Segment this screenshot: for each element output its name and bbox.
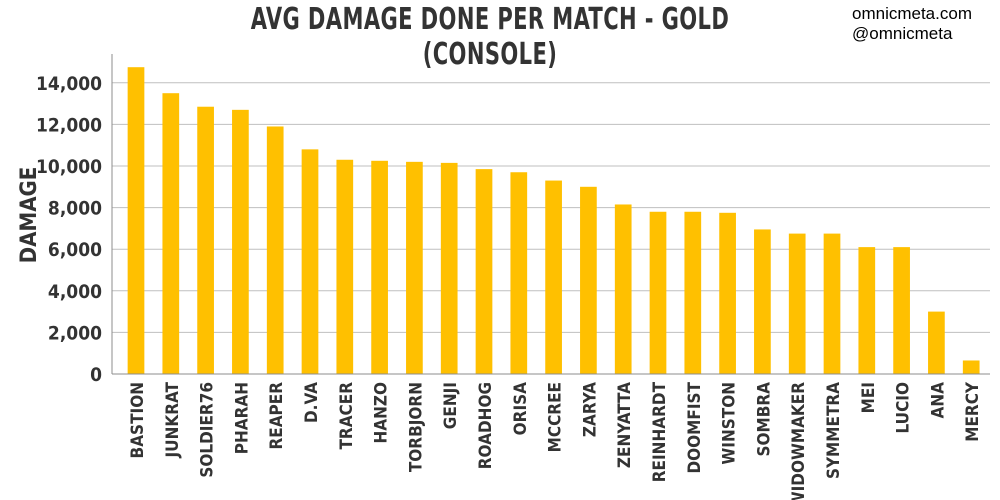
bar bbox=[266, 126, 284, 374]
y-tick-label: 14,000 bbox=[36, 73, 102, 95]
x-tick-label: SOMBRA bbox=[754, 382, 774, 457]
bar bbox=[197, 106, 214, 374]
x-tick-label: PHARAH bbox=[232, 382, 252, 454]
y-tick-label: 10,000 bbox=[36, 156, 102, 178]
bar bbox=[788, 233, 806, 374]
x-tick-label: MEI bbox=[859, 382, 879, 413]
x-tick-label: HANZO bbox=[372, 382, 392, 444]
bar bbox=[475, 169, 493, 374]
bar bbox=[754, 229, 771, 374]
bar bbox=[545, 180, 562, 374]
x-tick-label: ZARYA bbox=[580, 382, 600, 437]
y-axis-label: DAMAGE bbox=[17, 167, 42, 264]
chart-title: AVG DAMAGE DONE PER MATCH - GOLD (CONSOL… bbox=[250, 2, 730, 72]
x-tick-label: ANA bbox=[928, 382, 948, 419]
x-tick-label: ORISA bbox=[511, 382, 531, 435]
bar bbox=[928, 311, 945, 374]
bar bbox=[823, 233, 841, 374]
bar bbox=[440, 162, 458, 374]
x-tick-label: D.VA bbox=[302, 382, 322, 423]
bar bbox=[858, 247, 876, 374]
x-tick-label: REINHARDT bbox=[650, 381, 670, 482]
y-tick-label: 8,000 bbox=[48, 198, 102, 220]
x-tick-label: SOLDIER76 bbox=[198, 382, 218, 478]
x-tick-label: TORBJORN bbox=[406, 382, 426, 472]
y-tick-label: 4,000 bbox=[48, 281, 102, 303]
bar bbox=[510, 172, 528, 374]
bar bbox=[371, 160, 388, 374]
bar bbox=[893, 247, 910, 374]
x-tick-label: LUCIO bbox=[894, 382, 914, 433]
y-tick-label: 6,000 bbox=[48, 239, 102, 261]
y-tick-label: 0 bbox=[90, 364, 102, 386]
x-tick-label: ZENYATTA bbox=[615, 382, 635, 468]
x-tick-label: MCCREE bbox=[546, 382, 566, 452]
bar bbox=[336, 159, 354, 374]
y-tick-label: 12,000 bbox=[36, 114, 102, 136]
credit-website: omnicmeta.com bbox=[852, 4, 972, 23]
x-tick-label: WINSTON bbox=[720, 382, 740, 465]
bars bbox=[127, 67, 980, 374]
axes: 0 2,000 4,000 6,000 8,000 10,000 12,000 14,000 B… bbox=[36, 54, 990, 500]
bar bbox=[684, 211, 702, 374]
bar bbox=[162, 93, 180, 374]
bar bbox=[301, 149, 319, 374]
x-tick-label: WIDOWMAKER bbox=[789, 382, 809, 500]
x-tick-label: DOOMFIST bbox=[685, 381, 705, 473]
bar bbox=[580, 186, 597, 374]
y-tick-label: 2,000 bbox=[48, 322, 102, 344]
x-tick-label: SYMMETRA bbox=[824, 382, 844, 479]
credit-handle: @omnicmeta bbox=[852, 24, 953, 43]
credit-text: omnicmeta.com @omnicmeta bbox=[852, 4, 972, 44]
bar bbox=[232, 109, 249, 374]
x-tick-label: BASTION bbox=[128, 382, 148, 458]
x-tick-label: TRACER bbox=[337, 382, 357, 450]
bar bbox=[127, 67, 145, 374]
x-tick-label: MERCY bbox=[963, 381, 983, 442]
x-tick-label: ROADHOG bbox=[476, 382, 496, 469]
x-tick-label: JUNKRAT bbox=[163, 381, 183, 458]
bar bbox=[614, 204, 632, 374]
x-tick-label: GENJI bbox=[441, 382, 461, 429]
bar bbox=[962, 360, 980, 374]
bar bbox=[406, 161, 423, 374]
bar bbox=[719, 212, 736, 374]
bar bbox=[649, 211, 667, 374]
x-tick-label: REAPER bbox=[267, 382, 287, 450]
